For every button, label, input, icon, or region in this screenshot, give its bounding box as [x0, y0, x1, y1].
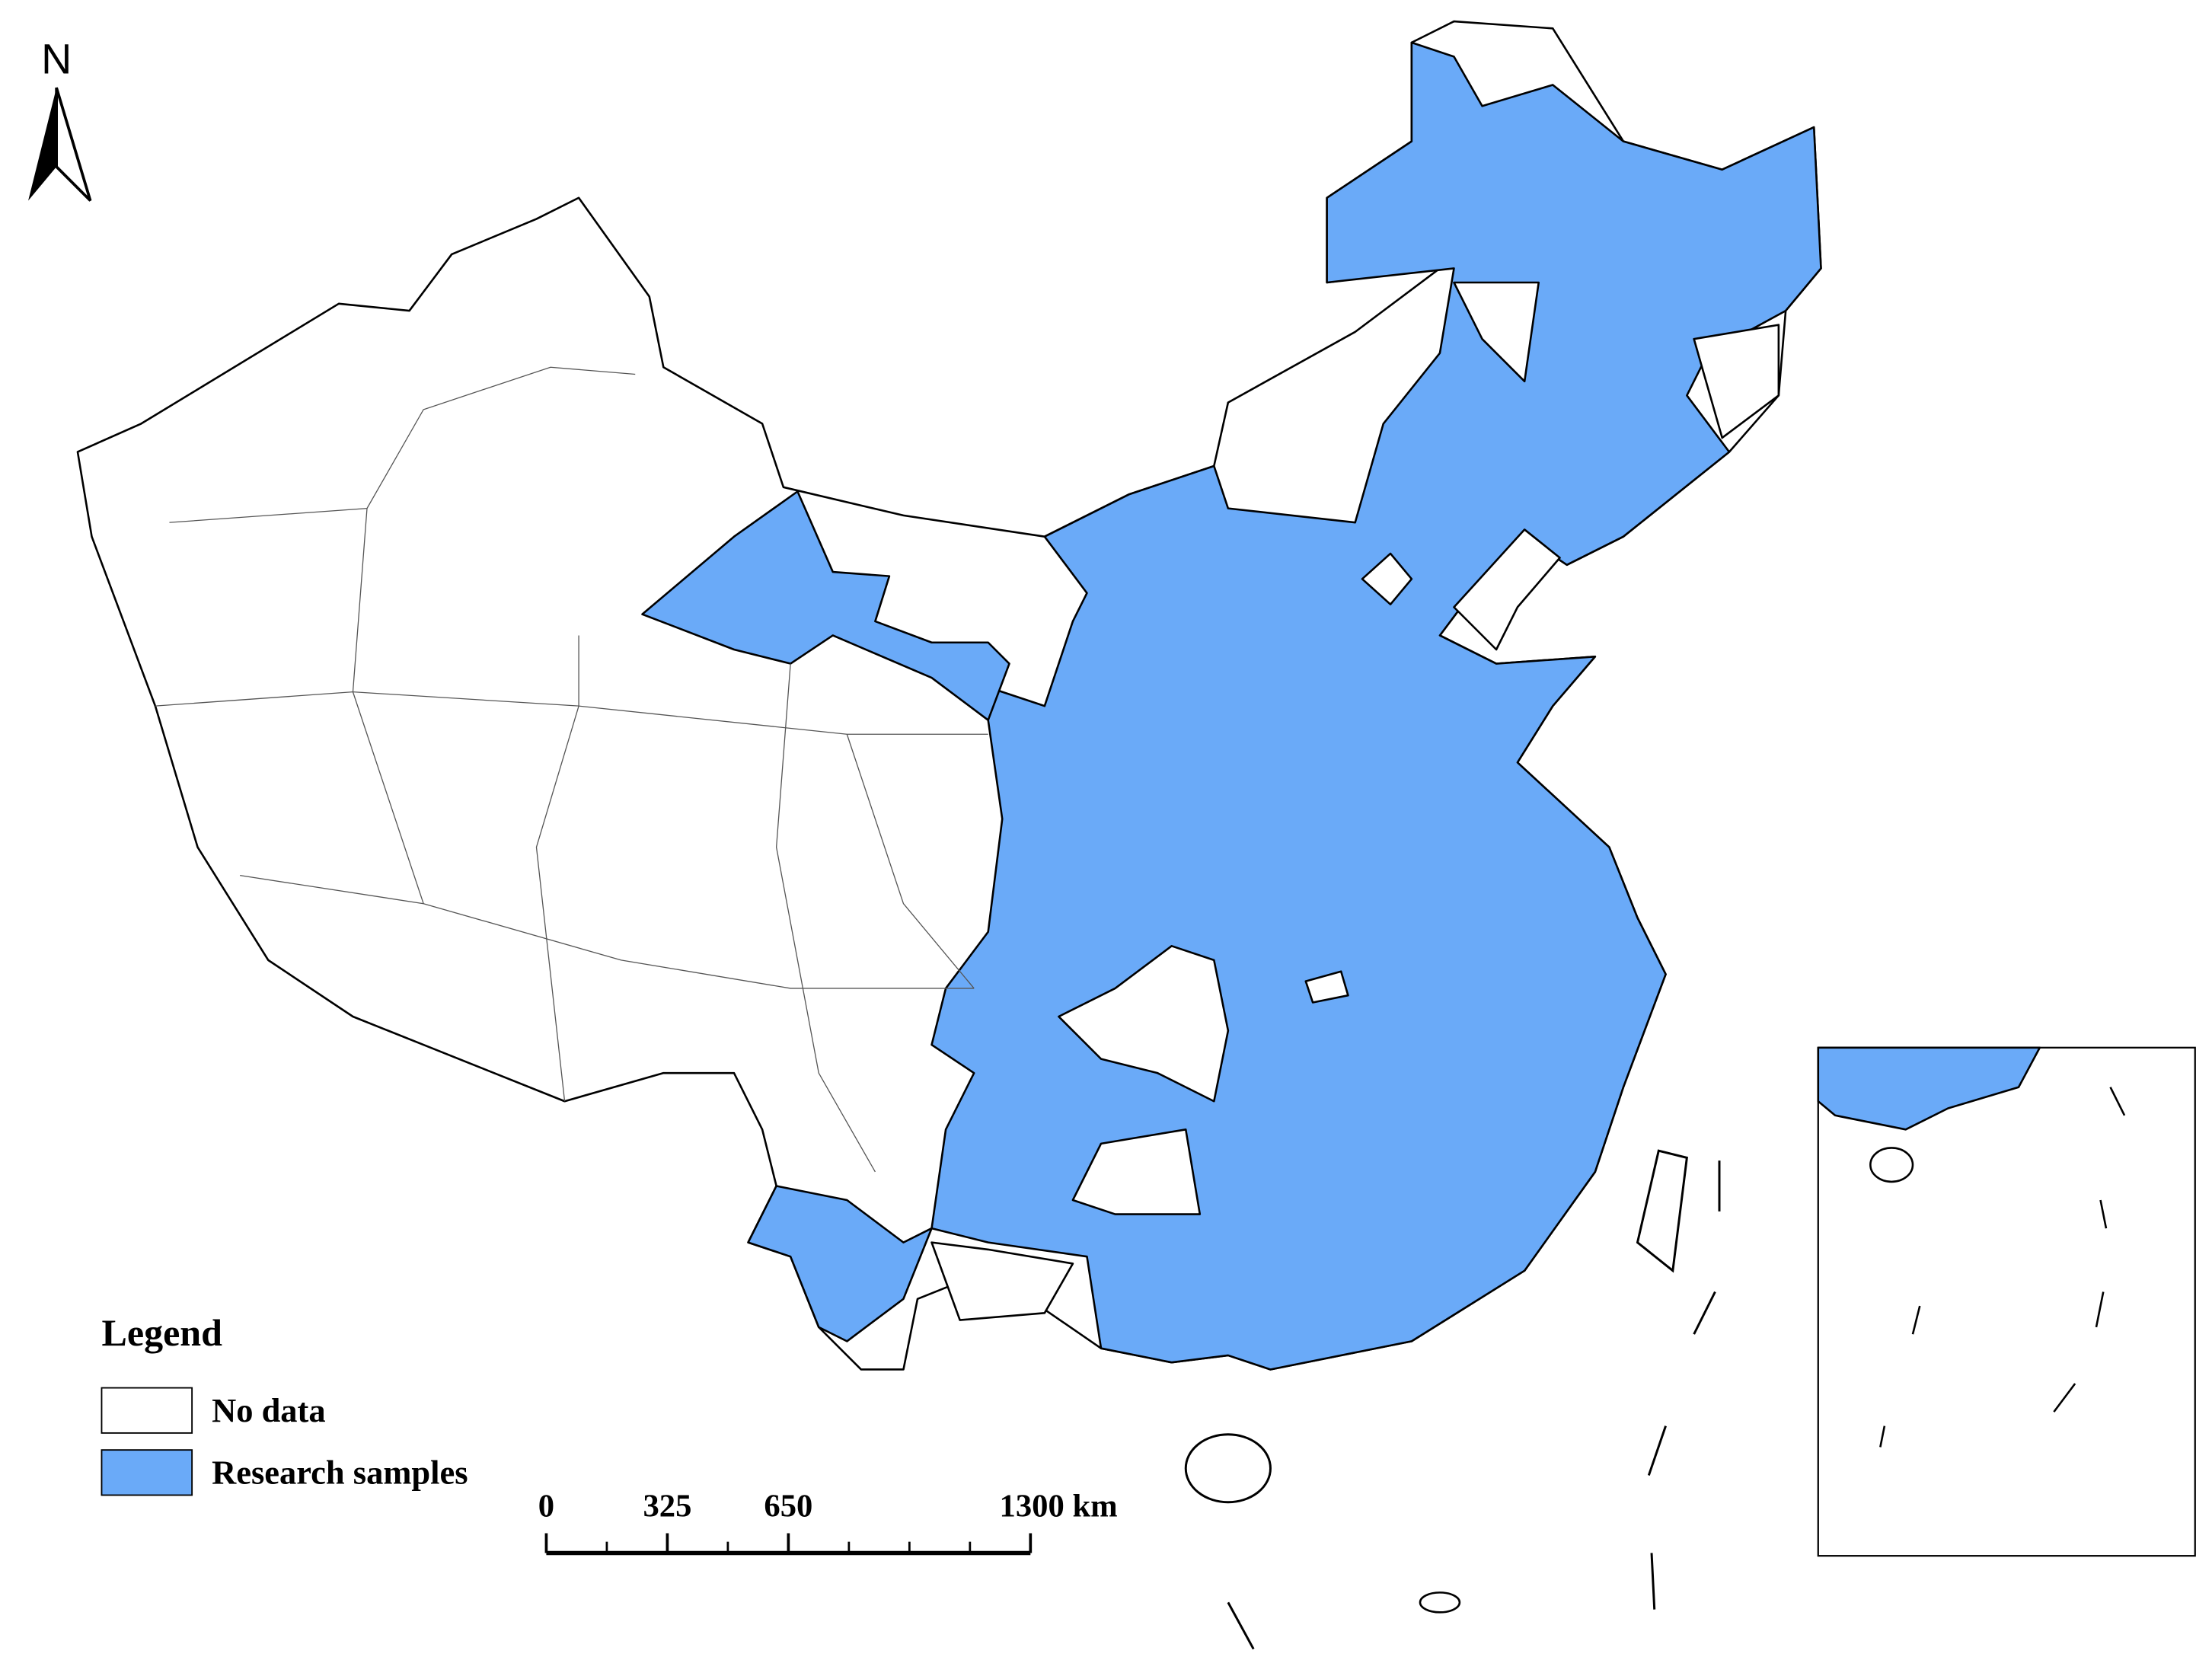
scale-label: 1300 km	[1000, 1488, 1118, 1524]
scale-label: 650	[764, 1488, 812, 1524]
legend-swatch	[101, 1387, 193, 1434]
scale-label: 0	[538, 1488, 554, 1524]
hole	[1304, 970, 1349, 1004]
hainan	[1184, 1433, 1272, 1504]
hole	[1453, 281, 1540, 383]
inset	[1817, 1046, 2196, 1557]
legend-label: No data	[212, 1391, 326, 1429]
island	[1419, 1591, 1461, 1614]
scale-bar: 0 325 650 1300 km	[538, 1488, 1118, 1556]
bohai-sea	[1453, 528, 1561, 651]
yunnan-region	[747, 1185, 933, 1342]
internal-boundaries	[155, 366, 988, 1173]
inset-region	[1817, 1046, 2041, 1131]
legend-label: Research samples	[212, 1454, 468, 1492]
arrow-left	[28, 88, 57, 201]
taiwan	[1636, 1149, 1688, 1273]
gansu-region	[641, 490, 1010, 722]
hole	[1058, 945, 1230, 1103]
north-label: N	[41, 36, 72, 83]
scale-label: 325	[643, 1488, 691, 1524]
hole	[1693, 324, 1780, 439]
legend-items: No data Research samples	[101, 1387, 468, 1496]
sea-boundary	[1227, 1160, 1721, 1650]
north-arrow: N	[28, 36, 92, 202]
no-data-holes	[930, 281, 1780, 1321]
legend-title: Legend	[101, 1311, 222, 1354]
inset-hainan	[1869, 1147, 1914, 1183]
hole	[1071, 1129, 1202, 1215]
legend-swatch	[101, 1449, 193, 1496]
legend: Legend No data Research samples	[101, 1311, 468, 1496]
hole	[930, 1241, 1074, 1321]
hole	[1361, 552, 1413, 605]
inset-frame	[1817, 1046, 2196, 1557]
arrow-right	[55, 87, 92, 202]
inset-boundary	[1879, 1087, 2126, 1448]
